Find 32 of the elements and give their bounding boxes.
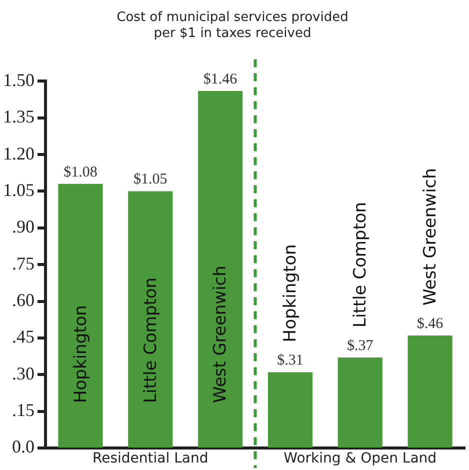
- chart-title: Cost of municipal services provided per $1 in taxes received: [116, 10, 348, 41]
- y-tick-label: 0.0: [12, 436, 34, 457]
- bar: [198, 90, 243, 448]
- bar: [338, 358, 382, 448]
- data-label: $.46: [416, 316, 444, 332]
- x-tick-label: West Greenwich: [420, 168, 440, 306]
- bar: [268, 372, 312, 448]
- y-tick-label: 1.50: [3, 70, 34, 90]
- y-tick-label: .90: [12, 216, 34, 237]
- text: Residential Land: [92, 450, 208, 467]
- y-tick-label: .15: [12, 400, 34, 420]
- x-tick-label: Little Compton: [140, 277, 161, 403]
- data-label: $1.08: [64, 164, 98, 180]
- bar: [408, 336, 452, 448]
- x-tick-label: West Greenwich: [210, 266, 231, 403]
- x-tick-label: Hopkington: [70, 305, 91, 403]
- bar: [128, 191, 173, 448]
- data-label: $1.46: [203, 71, 238, 88]
- bar: [58, 184, 103, 448]
- data-label: $.37: [347, 338, 374, 354]
- y-tick-label: .30: [12, 363, 34, 384]
- text: Working & Open Land: [284, 450, 437, 467]
- y-tick-label: 1.20: [3, 143, 34, 164]
- y-tick-label: 1.35: [3, 106, 34, 127]
- x-tick-label: Hopkington: [280, 244, 301, 342]
- data-label: $1.05: [134, 172, 168, 188]
- data-label: $.31: [277, 352, 304, 369]
- y-tick-label: .45: [12, 326, 34, 347]
- y-tick-label: 1.05: [3, 180, 34, 200]
- y-tick-label: .60: [12, 290, 34, 310]
- x-tick-label: Little Compton: [350, 202, 371, 328]
- y-tick-label: .75: [12, 253, 34, 274]
